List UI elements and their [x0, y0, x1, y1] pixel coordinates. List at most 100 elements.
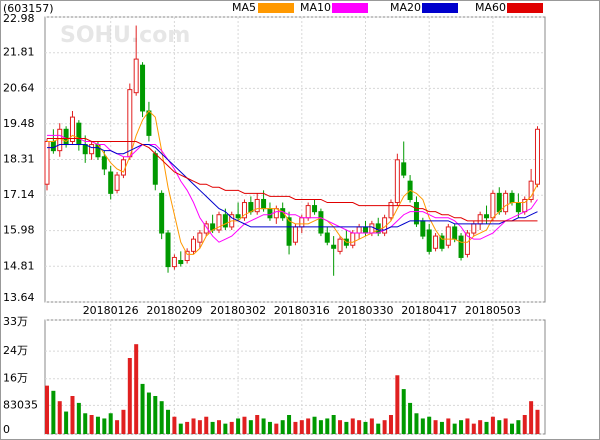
candle-body — [509, 192, 515, 204]
candle-body — [420, 220, 426, 237]
y-tick-label: 15.98 — [3, 224, 35, 237]
volume-bar — [490, 416, 495, 434]
volume-bar — [70, 396, 75, 434]
candle-body — [178, 260, 184, 265]
candle-body — [127, 89, 133, 158]
y-tick-label: 21.81 — [3, 46, 35, 59]
watermark: SOHU.com — [60, 23, 190, 48]
volume-bar — [503, 418, 508, 434]
x-tick-label: 20180302 — [210, 304, 266, 317]
volume-bar — [280, 420, 285, 434]
legend-swatch — [422, 3, 458, 13]
x-tick-label: 20180417 — [401, 304, 457, 317]
volume-bar — [408, 402, 413, 434]
volume-bar — [331, 415, 336, 434]
candle-body — [140, 64, 146, 112]
volume-bar — [51, 390, 56, 434]
volume-bar — [242, 416, 247, 434]
volume-bar — [204, 416, 209, 434]
candle-body — [197, 232, 203, 243]
ma-line — [47, 134, 538, 243]
x-tick-label: 20180503 — [465, 304, 521, 317]
candle-body — [76, 122, 82, 146]
candle-body — [363, 226, 368, 234]
volume-bar — [452, 423, 457, 434]
volume-bar — [522, 415, 527, 434]
volume-bar — [197, 420, 202, 434]
volume-bar — [178, 423, 183, 434]
candle-body — [184, 250, 190, 262]
candle-body — [356, 226, 362, 234]
volume-bar — [146, 392, 151, 434]
candle-body — [401, 162, 407, 176]
candle-body — [324, 232, 330, 243]
volume-bar — [95, 416, 100, 434]
candle-body — [248, 202, 254, 213]
candle-body — [203, 223, 209, 234]
ma-line — [47, 110, 538, 255]
volume-bar — [363, 421, 368, 434]
candle-body — [273, 208, 279, 219]
y-tick-label: 18.31 — [3, 153, 35, 166]
candle-body — [267, 208, 273, 219]
volume-bar — [261, 418, 266, 434]
x-tick-label: 20180126 — [83, 304, 139, 317]
legend-label: MA60 — [475, 1, 506, 14]
volume-bar — [64, 411, 69, 434]
candle-body — [464, 232, 470, 255]
candle-body — [171, 256, 177, 268]
candle-body — [445, 226, 451, 246]
volume-bar — [223, 423, 228, 434]
candle-body — [534, 128, 540, 185]
candle-body — [375, 223, 381, 234]
candle-body — [101, 156, 107, 170]
candle-body — [369, 223, 375, 234]
volume-bar — [535, 409, 540, 434]
volume-bar — [274, 423, 279, 434]
candle-body — [305, 205, 311, 219]
candle-body — [484, 214, 490, 219]
candle-body — [216, 214, 222, 231]
candle-body — [235, 214, 241, 219]
x-tick-label: 20180330 — [338, 304, 394, 317]
candle-body — [159, 192, 165, 234]
volume-bar — [293, 421, 298, 434]
volume-bar — [312, 416, 317, 434]
volume-bar — [350, 418, 355, 434]
volume-bar — [229, 421, 234, 434]
volume-bar — [465, 418, 470, 434]
volume-bar — [216, 420, 221, 434]
volume-bar — [76, 402, 81, 434]
volume-bar — [153, 396, 158, 434]
candle-body — [69, 116, 75, 142]
volume-bar — [529, 401, 534, 434]
candle-body — [50, 140, 56, 152]
volume-bar — [338, 420, 343, 434]
y-tick-label: 13.64 — [3, 291, 35, 304]
candle-body — [350, 232, 356, 246]
candle-body — [490, 192, 496, 219]
candle-body — [337, 238, 343, 252]
volume-bar — [89, 415, 94, 434]
candle-body — [152, 153, 158, 185]
candle-body — [222, 214, 228, 228]
y-tick-label: 20.64 — [3, 81, 35, 94]
volume-bar — [484, 421, 489, 434]
candle-body — [312, 205, 318, 213]
volume-bar — [140, 383, 145, 434]
y-tick-label: 22.98 — [3, 12, 35, 25]
volume-bar — [427, 416, 432, 434]
volume-bar — [115, 420, 120, 434]
candle-body — [528, 180, 534, 200]
volume-bar — [299, 420, 304, 434]
candle-body — [318, 211, 324, 234]
volume-bar — [57, 401, 62, 434]
y-tick-label: 0 — [3, 423, 10, 436]
candle-body — [458, 235, 464, 258]
volume-bar — [121, 409, 126, 434]
volume-bar — [267, 421, 272, 434]
x-tick-label: 20180316 — [274, 304, 330, 317]
y-tick-label: 19.48 — [3, 117, 35, 130]
